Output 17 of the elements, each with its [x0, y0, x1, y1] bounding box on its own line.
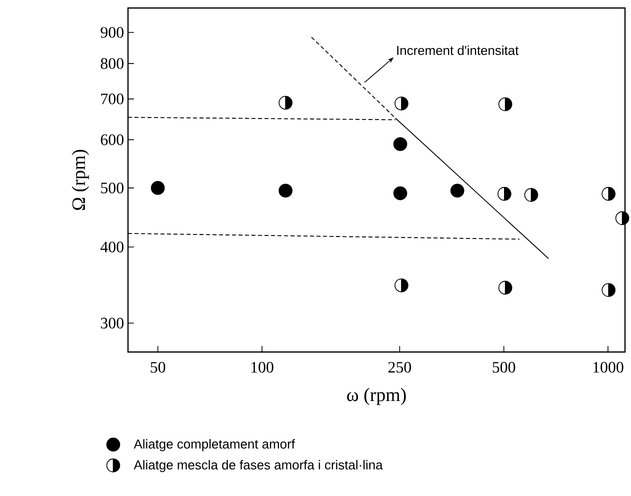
x-tick-label: 100 — [251, 362, 274, 373]
y-tick-label: 400 — [100, 242, 124, 252]
y-tick-label: 600 — [100, 134, 124, 146]
legend-label: Aliatge completament amorf — [134, 439, 295, 452]
y-axis-title: Ω (rpm) — [72, 150, 89, 210]
y-tick-label: 300 — [100, 318, 124, 328]
y-tick-label: 700 — [101, 94, 124, 104]
x-tick-label: 250 — [388, 362, 412, 373]
y-tick-label: 900 — [100, 27, 124, 38]
y-tick-label: 500 — [101, 182, 124, 194]
x-tick-label: 500 — [492, 362, 516, 373]
annotation: Increment d'intensitat — [397, 46, 519, 56]
x-tick-label: 50 — [150, 362, 166, 373]
y-tick-label: 800 — [100, 58, 124, 69]
x-tick-label: 1000 — [593, 362, 624, 373]
legend-label: Aliatge mescla de fases amorfa i cristal·lina — [134, 460, 383, 472]
x-axis-title: ω (rpm) — [347, 388, 406, 406]
